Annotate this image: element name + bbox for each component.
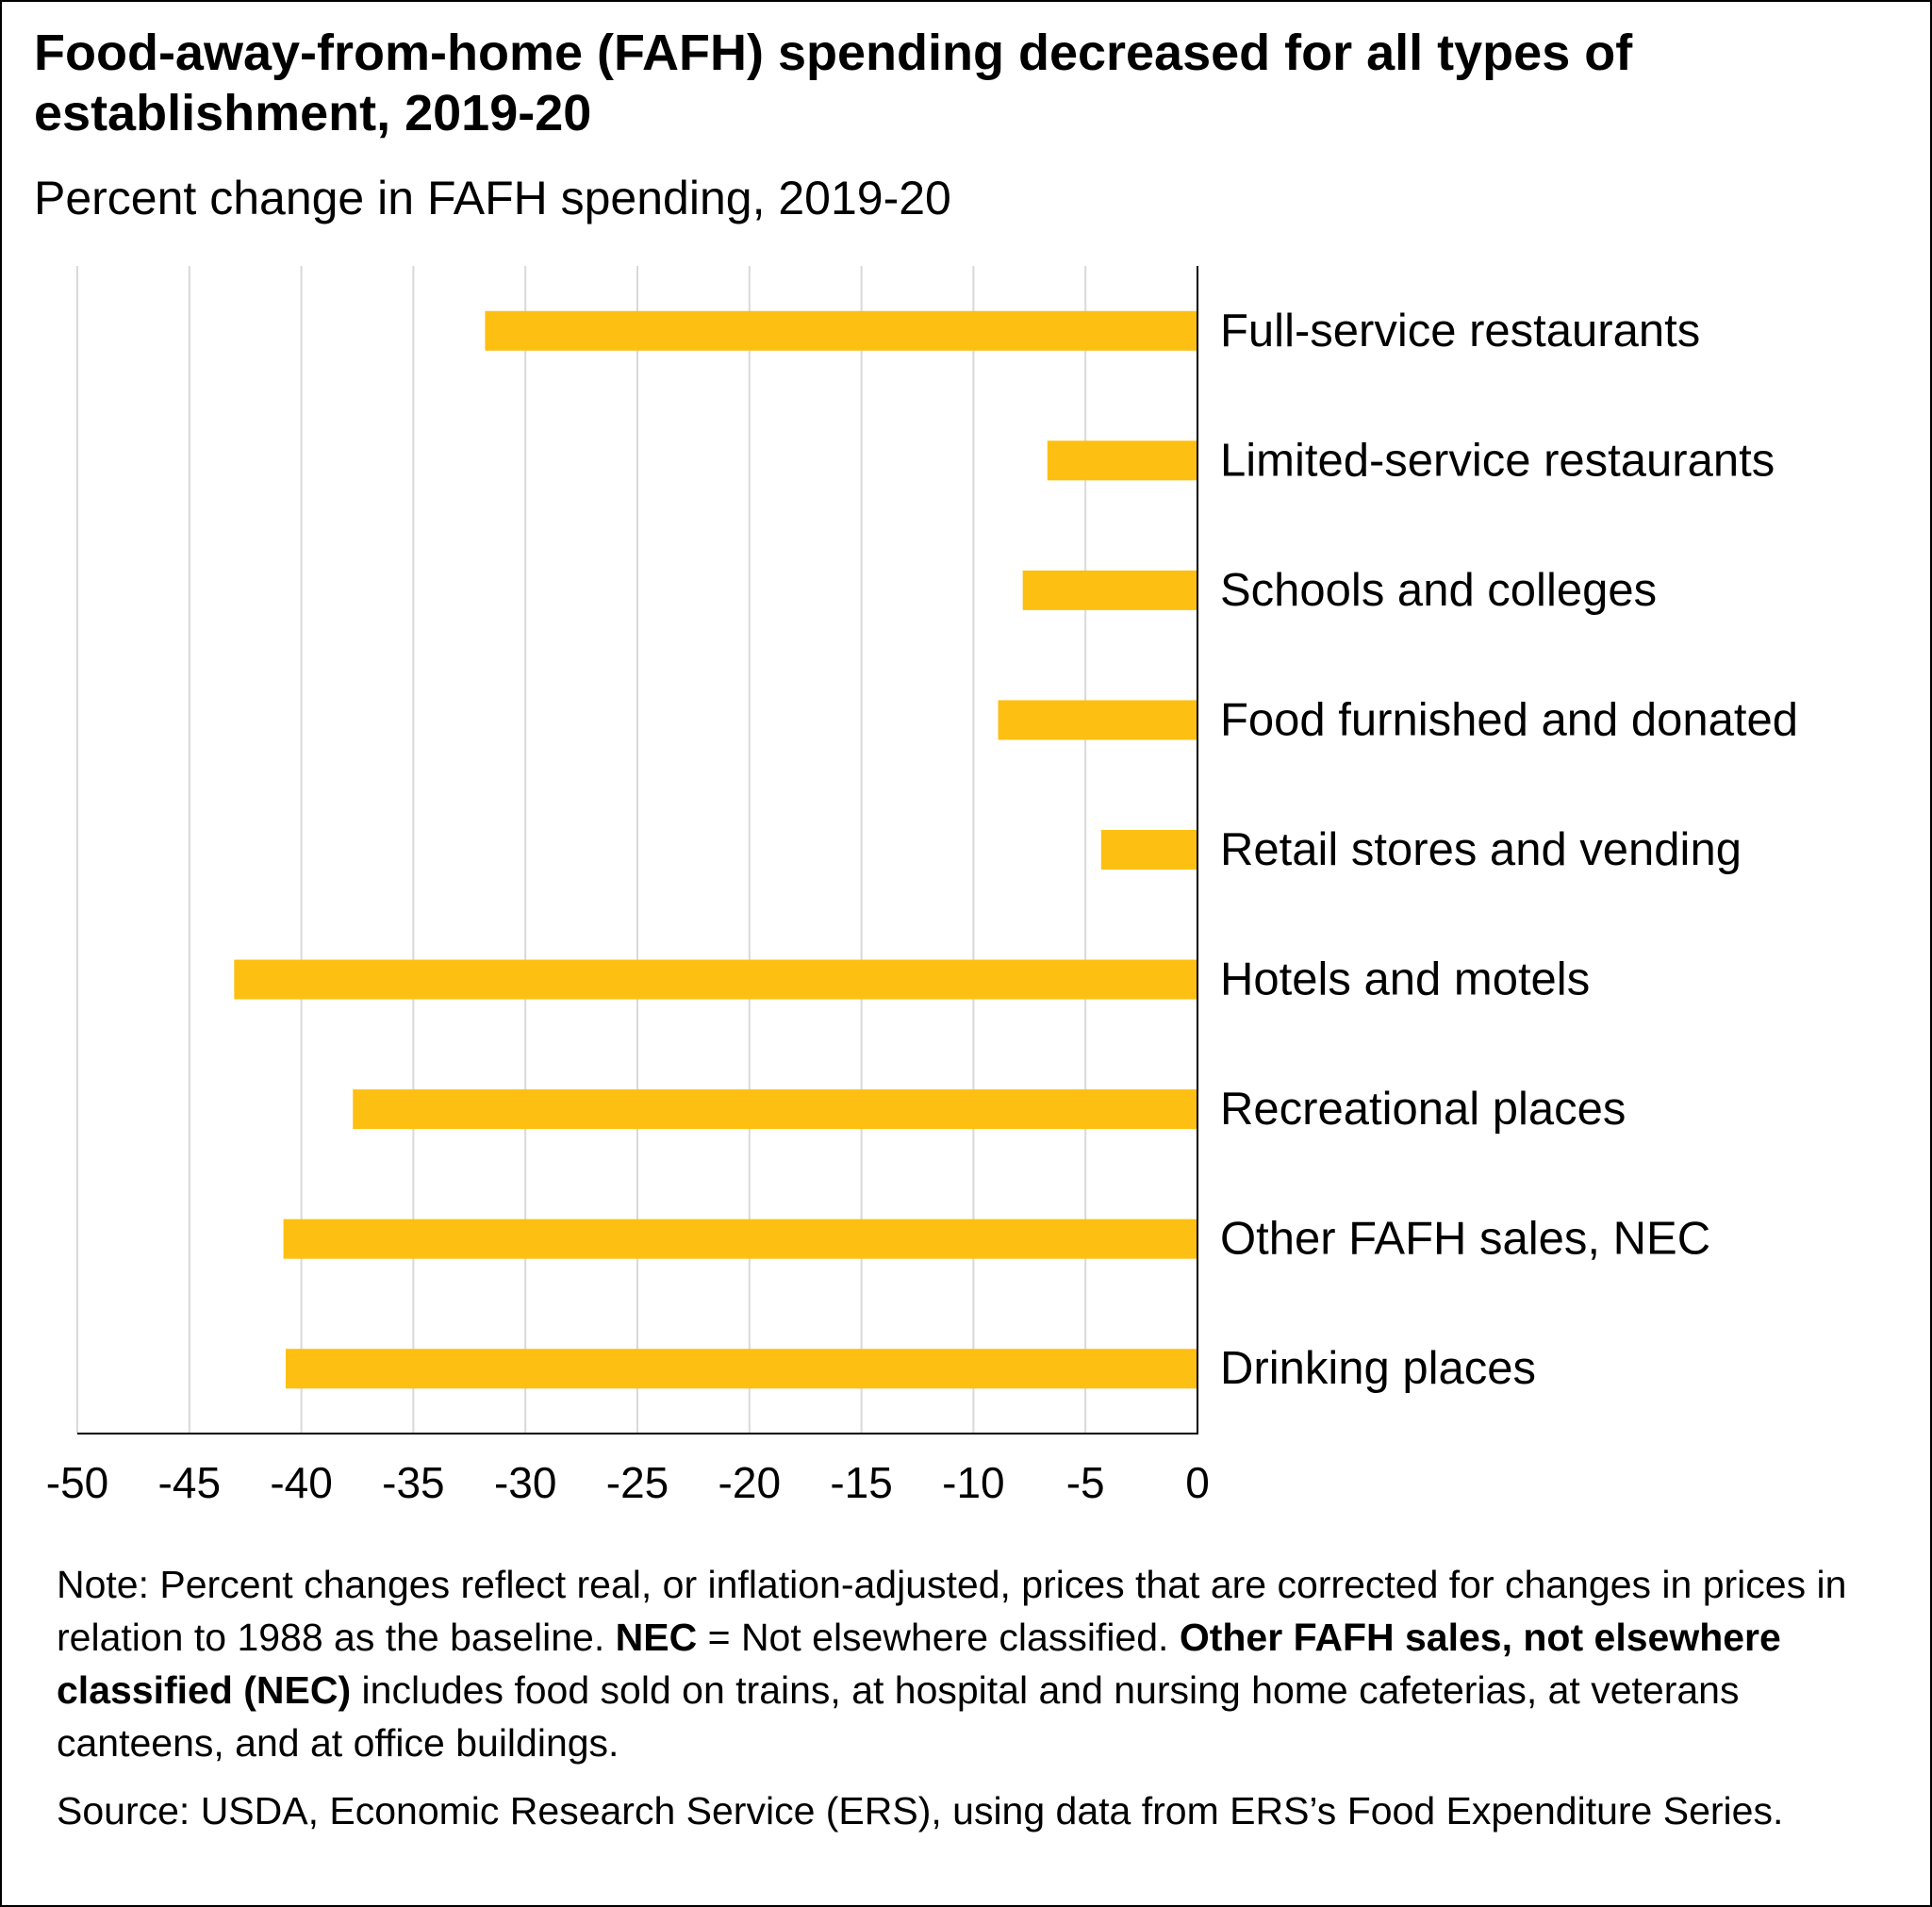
bars bbox=[234, 310, 1197, 1389]
bar-8 bbox=[283, 1219, 1197, 1259]
category-label-8: Other FAFH sales, NEC bbox=[1220, 1214, 1710, 1265]
x-tick-label-0: -50 bbox=[46, 1458, 108, 1507]
x-tick-label-5: -25 bbox=[606, 1458, 669, 1507]
axes bbox=[77, 266, 1198, 1434]
bar-3 bbox=[1022, 570, 1197, 610]
category-labels: Full-service restaurants Limited-service … bbox=[1220, 306, 1798, 1394]
chart-title: Food-away-from-home (FAFH) spending decr… bbox=[34, 25, 1633, 141]
note-text-1: Note: Percent changes reflect real, or i… bbox=[57, 1563, 1847, 1659]
note-nec-bold: NEC bbox=[615, 1616, 698, 1659]
x-tick-label-7: -15 bbox=[830, 1458, 892, 1507]
x-tick-label-8: -10 bbox=[942, 1458, 1004, 1507]
note-text-3: includes food sold on trains, at hospita… bbox=[57, 1668, 1740, 1765]
bar-9 bbox=[285, 1349, 1197, 1389]
bar-2 bbox=[1047, 440, 1197, 481]
category-label-5: Retail stores and vending bbox=[1220, 824, 1742, 875]
chart-note: Note: Percent changes reflect real, or i… bbox=[57, 1558, 1905, 1769]
chart-subtitle: Percent change in FAFH spending, 2019-20 bbox=[34, 172, 951, 224]
note-text-2: = Not elsewhere classified. bbox=[697, 1616, 1180, 1659]
category-label-2: Limited-service restaurants bbox=[1220, 435, 1775, 486]
bar-7 bbox=[353, 1089, 1197, 1130]
note-other-bold: Other FAFH sales, not elsewhere classifi… bbox=[57, 1616, 1781, 1712]
tick-labels: -50 -45 -40 -35 -30 -25 -20 -15 -10 -5 0 bbox=[46, 1458, 1210, 1507]
bar-4 bbox=[998, 700, 1197, 740]
category-label-3: Schools and colleges bbox=[1220, 565, 1657, 616]
chart-source: Source: USDA, Economic Research Service … bbox=[57, 1789, 1784, 1832]
x-tick-label-10: 0 bbox=[1185, 1458, 1210, 1507]
bar-5 bbox=[1100, 830, 1197, 870]
x-tick-label-2: -40 bbox=[270, 1458, 332, 1507]
x-tick-label-1: -45 bbox=[158, 1458, 221, 1507]
bar-chart: Full-service restaurants Limited-service … bbox=[46, 266, 1798, 1507]
x-tick-label-6: -20 bbox=[718, 1458, 781, 1507]
x-tick-label-4: -30 bbox=[494, 1458, 556, 1507]
bar-6 bbox=[234, 959, 1197, 1000]
category-label-4: Food furnished and donated bbox=[1220, 694, 1798, 745]
category-label-9: Drinking places bbox=[1220, 1343, 1536, 1394]
category-label-7: Recreational places bbox=[1220, 1084, 1626, 1135]
bar-1 bbox=[485, 310, 1197, 351]
x-tick-label-3: -35 bbox=[382, 1458, 444, 1507]
category-label-6: Hotels and motels bbox=[1220, 954, 1590, 1005]
category-label-1: Full-service restaurants bbox=[1220, 306, 1700, 357]
x-tick-label-9: -5 bbox=[1066, 1458, 1105, 1507]
